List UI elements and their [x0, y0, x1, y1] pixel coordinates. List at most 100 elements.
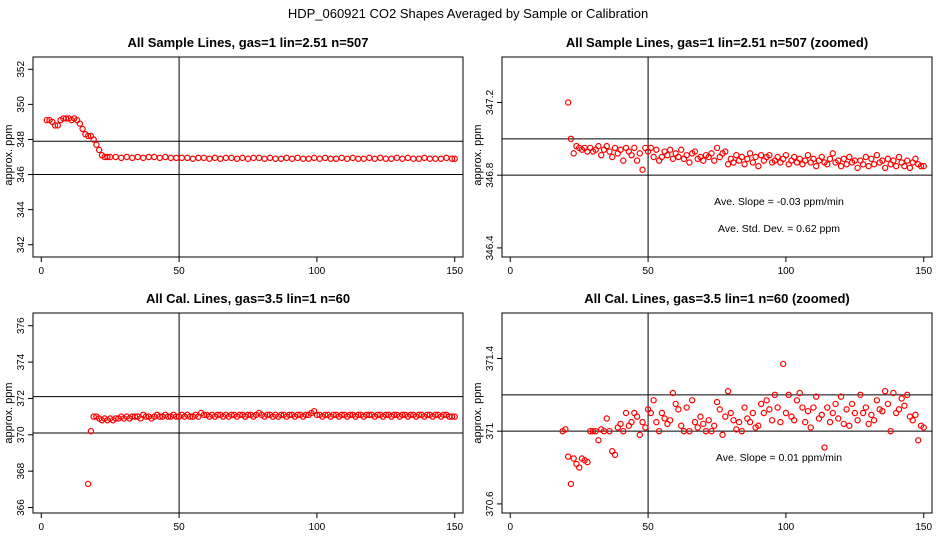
data-point	[344, 155, 351, 162]
y-tick-label: 344	[16, 201, 27, 218]
x-tick-label: 0	[38, 266, 44, 277]
data-point	[603, 415, 610, 422]
data-point	[250, 154, 257, 162]
data-point	[700, 157, 707, 164]
data-point	[277, 155, 285, 162]
data-point	[669, 389, 677, 397]
data-point	[870, 417, 878, 424]
data-point	[672, 400, 679, 408]
data-point	[879, 157, 886, 164]
data-point	[713, 144, 721, 152]
data-point	[360, 155, 367, 162]
y-tick-label: 348	[16, 131, 27, 148]
data-point	[156, 413, 163, 420]
data-point	[691, 148, 699, 155]
data-point	[647, 409, 655, 417]
data-point	[399, 155, 406, 162]
data-point	[920, 424, 927, 431]
data-point	[628, 151, 635, 159]
data-point	[851, 409, 859, 417]
data-point	[733, 151, 740, 159]
y-tick-label: 370	[16, 426, 27, 443]
panel-sample-lines: All Sample Lines, gas=1 lin=2.51 n=507 a…	[3, 35, 464, 277]
x-tick-label: 0	[507, 522, 513, 533]
data-point	[236, 411, 243, 419]
data-point	[374, 411, 381, 419]
data-point	[846, 153, 853, 161]
y-axis-label: approx. ppm	[472, 124, 484, 185]
data-point	[264, 411, 271, 419]
panel-cal-lines-zoomed: All Cal. Lines, gas=3.5 lin=1 n=60 (zoom…	[472, 291, 933, 533]
data-point	[244, 155, 252, 162]
y-axis-label: approx. ppm	[3, 124, 15, 185]
data-point	[730, 417, 737, 424]
data-point	[862, 404, 870, 411]
data-point	[757, 400, 765, 408]
data-point	[382, 411, 390, 419]
data-point	[917, 162, 925, 170]
data-point	[746, 418, 754, 426]
data-point	[104, 153, 111, 161]
data-point	[686, 427, 693, 435]
data-point	[810, 155, 817, 163]
y-tick-label: 370.6	[485, 491, 496, 516]
data-point	[432, 155, 439, 162]
data-point	[774, 404, 781, 411]
data-point	[178, 154, 186, 162]
data-point	[675, 153, 682, 161]
x-tick-label: 0	[38, 522, 44, 533]
data-point	[766, 406, 773, 413]
data-point	[321, 411, 329, 419]
data-point	[426, 155, 434, 162]
data-point	[895, 406, 903, 413]
data-point	[796, 155, 803, 163]
x-tick-label: 100	[309, 522, 326, 533]
data-point	[829, 409, 836, 417]
y-tick-label: 346.4	[485, 235, 496, 260]
data-point	[87, 427, 95, 435]
data-point	[112, 153, 119, 161]
data-point	[162, 153, 169, 161]
annotation-slope: Ave. Slope = 0.01 ppm/min	[716, 452, 842, 464]
plot-frame	[501, 56, 933, 258]
data-point	[664, 151, 671, 159]
data-point	[228, 411, 235, 419]
y-tick-label: 342	[16, 236, 27, 253]
data-point	[294, 411, 301, 419]
data-point	[145, 153, 152, 161]
data-point	[705, 417, 712, 424]
annotation-std-dev: Ave. Std. Dev. = 0.62 ppm	[718, 223, 840, 235]
data-point	[708, 427, 715, 435]
data-point	[843, 406, 850, 413]
data-point	[195, 154, 202, 162]
data-point	[255, 154, 263, 162]
data-point	[691, 418, 699, 426]
data-point	[346, 411, 354, 419]
data-point	[724, 387, 732, 395]
data-point	[832, 400, 839, 408]
data-point	[912, 155, 919, 163]
y-axis-label: approx. ppm	[472, 382, 484, 443]
data-point	[655, 427, 663, 435]
data-point	[51, 122, 59, 129]
data-point	[564, 453, 572, 460]
data-point	[366, 411, 373, 419]
data-point	[330, 411, 337, 419]
data-point	[829, 150, 836, 157]
data-point	[299, 155, 307, 162]
x-tick-label: 50	[174, 266, 186, 277]
data-point	[865, 420, 872, 428]
data-point	[884, 155, 892, 163]
data-point	[310, 154, 318, 162]
data-point	[407, 411, 414, 419]
data-point	[884, 400, 892, 408]
data-point	[76, 120, 84, 127]
data-point	[766, 151, 773, 159]
data-point	[244, 411, 252, 419]
data-point	[595, 142, 602, 150]
data-point	[675, 406, 682, 413]
data-point	[730, 159, 737, 166]
data-point	[837, 393, 845, 400]
data-point	[592, 427, 599, 435]
